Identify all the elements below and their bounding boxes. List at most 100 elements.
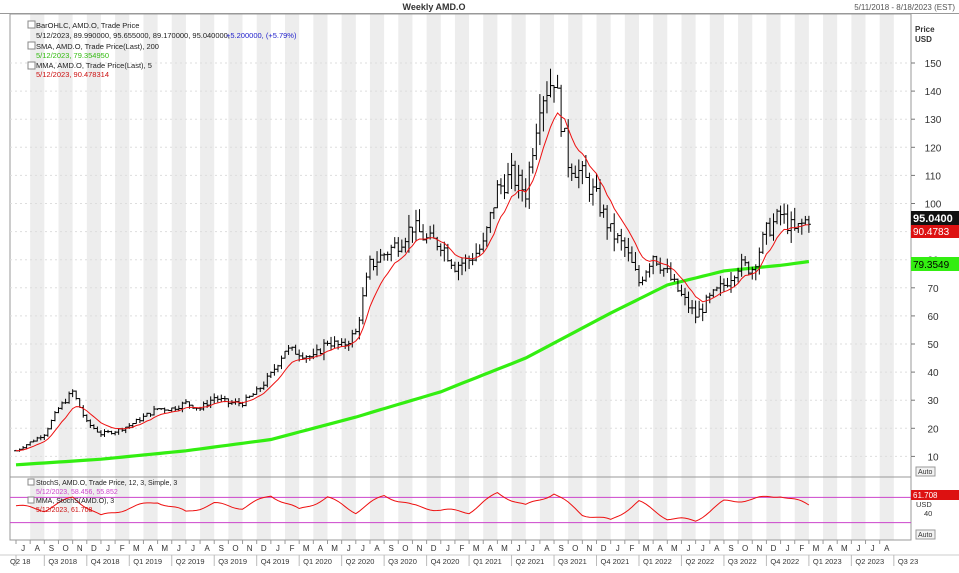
month-label: N (417, 544, 423, 553)
month-band (851, 14, 866, 540)
price-badge (911, 211, 959, 225)
month-label: J (177, 544, 181, 553)
price-tick-label: 50 (927, 340, 939, 351)
month-band (823, 14, 838, 540)
month-label: D (431, 544, 437, 553)
month-label: A (884, 544, 890, 553)
ohlc-bar (52, 411, 57, 422)
ohlc-bar (81, 405, 86, 418)
ohlc-bar (134, 418, 139, 425)
mma-badge-value: 90.4783 (913, 227, 950, 238)
quarter-label: Q4 2018 (91, 557, 120, 566)
ohlc-bar (587, 172, 592, 202)
month-band (766, 14, 781, 540)
quarter-label: Q1 2020 (303, 557, 332, 566)
ohlc-bar (364, 272, 369, 297)
quarter-label: Q1 2023 (813, 557, 842, 566)
auto-scale-button[interactable] (915, 466, 936, 477)
month-label: N (77, 544, 83, 553)
month-label: A (827, 544, 833, 553)
month-label: A (204, 544, 210, 553)
month-label: A (488, 544, 494, 553)
quarter-label: Q4 2021 (601, 557, 630, 566)
month-band (483, 14, 498, 540)
legend-toggle-mma[interactable] (27, 61, 36, 70)
stochastic-legend: StochS, AMD.O, Trade Price, 12, 3, Simpl… (27, 478, 177, 514)
quarter-label: Q3 2021 (558, 557, 587, 566)
month-band (171, 14, 186, 540)
month-band (454, 14, 470, 540)
month-label: N (587, 544, 593, 553)
legend-toggle-ohlc[interactable] (27, 20, 36, 29)
quarter-label: Q2 2019 (176, 557, 205, 566)
month-label: O (742, 544, 748, 553)
price-axis: Price USD 150140130120110100908070605040… (911, 25, 942, 540)
ohlc-bar (413, 209, 418, 242)
month-band (738, 14, 753, 540)
quarter-label: Q2 18 (10, 557, 30, 566)
month-label: M (303, 544, 310, 553)
month-label: S (219, 544, 224, 553)
legend-ohlc-values: 5/12/2023, 89.990000, 95.655000, 89.1700… (36, 31, 230, 40)
month-label: O (62, 544, 68, 553)
price-tick-label: 140 (925, 87, 942, 98)
legend: BarOHLC, AMD.O, Trade Price 5/12/2023, 8… (27, 20, 297, 79)
legend-mma-name: MMA, AMD.O, Trade Price(Last), 5 (36, 61, 152, 70)
ohlc-bar (700, 303, 705, 322)
month-band (30, 14, 45, 540)
ohlc-bar (332, 336, 337, 348)
ohlc-bar (559, 84, 564, 137)
legend-toggle-stoch[interactable] (27, 478, 35, 486)
legend-mma-stoch-value: 5/12/2023, 61.708 (36, 507, 93, 514)
month-label: D (91, 544, 97, 553)
ohlc-bar (272, 364, 277, 376)
ohlc-bar (251, 392, 256, 397)
price-tick-label: 120 (925, 143, 942, 154)
month-label: J (106, 544, 110, 553)
month-label: N (756, 544, 762, 553)
price-tick-label: 110 (925, 171, 941, 182)
ohlc-bar (392, 237, 397, 249)
legend-stoch-name: StochS, AMD.O, Trade Price, 12, 3, Simpl… (36, 480, 177, 487)
month-label: O (402, 544, 408, 553)
month-label: O (572, 544, 578, 553)
legend-sma-name: SMA, AMD.O, Trade Price(Last), 200 (36, 42, 159, 51)
date-range: 5/11/2018 - 8/18/2023 (EST) (854, 3, 955, 12)
month-band (369, 14, 385, 540)
stoch-tick-usd: USD (916, 500, 932, 509)
quarter-label: Q3 2020 (388, 557, 417, 566)
stoch-tick-40: 40 (924, 509, 932, 518)
ohlc-bar (806, 215, 811, 233)
ohlc-bar (498, 178, 503, 195)
ohlc-bar (279, 355, 284, 370)
month-label: J (361, 544, 365, 553)
legend-toggle-mma-stoch[interactable] (27, 496, 35, 504)
ohlc-bar (417, 209, 422, 233)
ohlc-bar (615, 233, 620, 244)
quarter-label: Q1 2022 (643, 557, 672, 566)
quarter-label: Q4 2022 (770, 557, 799, 566)
ohlc-bar (106, 429, 111, 434)
mma-badge (911, 225, 959, 238)
price-tick-label: 60 (927, 312, 939, 323)
quarter-label: Q1 2019 (133, 557, 162, 566)
month-band (86, 14, 101, 540)
price-gridlines (10, 62, 911, 457)
month-band (879, 14, 894, 540)
legend-mma-stoch-name: MMA, StochS(AMD.O), 3 (36, 498, 114, 505)
ohlc-bar (166, 409, 171, 412)
month-label: J (687, 544, 691, 553)
legend-toggle-sma[interactable] (27, 41, 36, 50)
stoch-auto-scale-button[interactable] (915, 529, 936, 540)
ohlc-bar (644, 270, 649, 282)
month-label: M (813, 544, 820, 553)
chart-title: Weekly AMD.O (402, 2, 465, 12)
quarter-label: Q3 2022 (728, 557, 757, 566)
month-label: M (331, 544, 338, 553)
price-tick-label: 130 (925, 115, 942, 126)
ohlc-bar (562, 127, 567, 133)
auto-scale-label: Auto (918, 469, 933, 476)
price-tick-label: 150 (925, 59, 942, 70)
ohlc-bar (782, 203, 787, 224)
